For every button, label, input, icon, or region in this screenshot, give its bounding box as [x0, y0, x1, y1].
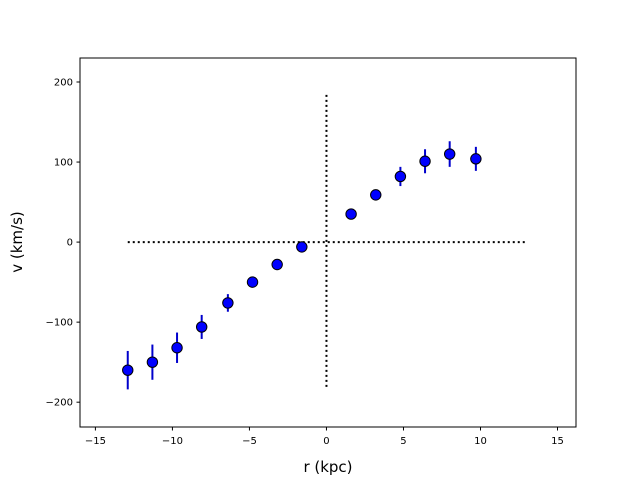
plot-area	[122, 94, 526, 390]
x-tick-label: 15	[551, 436, 564, 447]
x-tick-label: 10	[474, 436, 487, 447]
data-point-1	[122, 364, 134, 376]
x-tick-label: −10	[162, 436, 183, 447]
data-point-11	[394, 170, 407, 183]
data-point-4	[195, 321, 208, 333]
data-point-6	[246, 276, 259, 288]
y-axis-label: v (km/s)	[8, 211, 26, 273]
data-point-13	[443, 148, 456, 160]
data-point-8	[296, 241, 308, 253]
y-tick-label: 0	[67, 238, 73, 249]
data-point-2	[146, 356, 159, 368]
data-point-7	[271, 258, 283, 271]
y-tick-label: −200	[46, 398, 73, 409]
data-point-12	[419, 155, 431, 167]
axis-ticks: −15 −10 −5 0 5 10 15 −200 −100 0 100 200	[46, 78, 564, 447]
data-point-9	[345, 208, 357, 220]
x-tick-label: 5	[400, 436, 406, 447]
data-point-14	[470, 153, 482, 165]
x-tick-label: 0	[323, 436, 329, 447]
y-tick-label: 100	[54, 158, 73, 169]
x-tick-label: −5	[242, 436, 257, 447]
x-axis-label: r (kpc)	[303, 458, 352, 476]
x-tick-label: −15	[85, 436, 106, 447]
data-point-3	[171, 342, 183, 354]
y-tick-label: 200	[54, 78, 73, 89]
data-point-5	[222, 297, 234, 309]
y-tick-label: −100	[46, 318, 73, 329]
data-point-10	[370, 189, 382, 201]
